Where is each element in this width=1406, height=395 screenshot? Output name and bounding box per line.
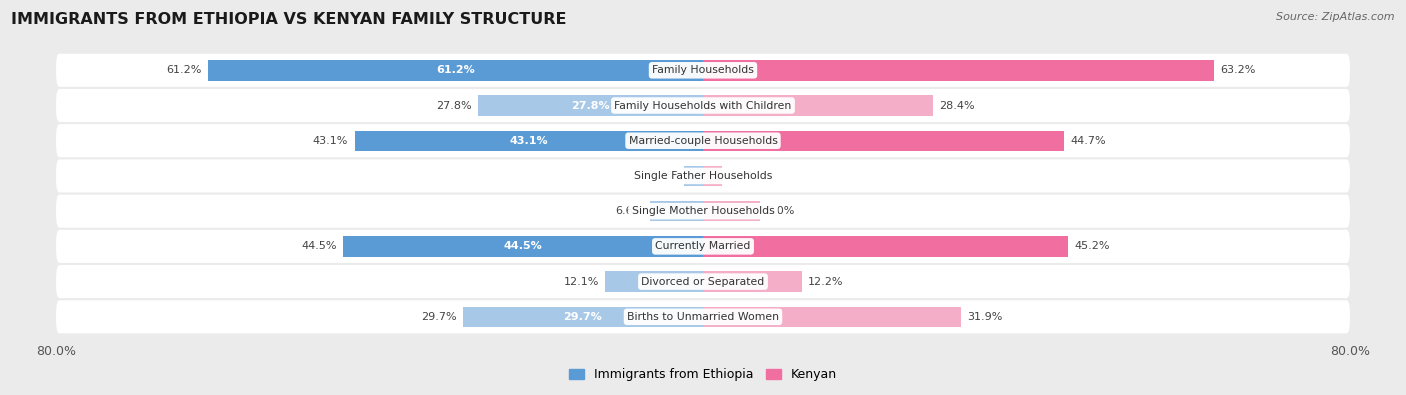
Bar <box>478 95 703 116</box>
FancyBboxPatch shape <box>56 89 1350 122</box>
Bar <box>343 236 703 257</box>
Text: 7.0%: 7.0% <box>766 206 794 216</box>
Bar <box>208 60 703 81</box>
Bar <box>703 307 960 327</box>
Text: Family Households: Family Households <box>652 65 754 75</box>
Text: Source: ZipAtlas.com: Source: ZipAtlas.com <box>1277 12 1395 22</box>
Bar <box>703 95 932 116</box>
FancyBboxPatch shape <box>56 265 1350 298</box>
Bar <box>683 166 703 186</box>
Text: Births to Unmarried Women: Births to Unmarried Women <box>627 312 779 322</box>
Text: 29.7%: 29.7% <box>564 312 602 322</box>
Text: 29.7%: 29.7% <box>420 312 457 322</box>
Bar <box>354 130 703 151</box>
Text: 2.4%: 2.4% <box>648 171 678 181</box>
Text: Currently Married: Currently Married <box>655 241 751 251</box>
Bar <box>605 271 703 292</box>
Text: Divorced or Separated: Divorced or Separated <box>641 276 765 287</box>
Text: 28.4%: 28.4% <box>939 100 974 111</box>
Text: 44.5%: 44.5% <box>503 241 543 251</box>
Text: Family Households with Children: Family Households with Children <box>614 100 792 111</box>
Text: 27.8%: 27.8% <box>436 100 472 111</box>
Text: 6.6%: 6.6% <box>614 206 643 216</box>
FancyBboxPatch shape <box>56 160 1350 192</box>
Text: 61.2%: 61.2% <box>436 65 475 75</box>
Text: 44.7%: 44.7% <box>1071 136 1107 146</box>
Text: 2.4%: 2.4% <box>728 171 758 181</box>
Text: 27.8%: 27.8% <box>571 100 610 111</box>
Bar <box>650 201 703 221</box>
Bar <box>703 166 723 186</box>
FancyBboxPatch shape <box>56 54 1350 87</box>
Text: 44.5%: 44.5% <box>301 241 337 251</box>
Legend: Immigrants from Ethiopia, Kenyan: Immigrants from Ethiopia, Kenyan <box>564 363 842 386</box>
Bar <box>703 60 1213 81</box>
Bar <box>703 236 1069 257</box>
FancyBboxPatch shape <box>56 300 1350 333</box>
Text: IMMIGRANTS FROM ETHIOPIA VS KENYAN FAMILY STRUCTURE: IMMIGRANTS FROM ETHIOPIA VS KENYAN FAMIL… <box>11 12 567 27</box>
Text: 12.2%: 12.2% <box>808 276 844 287</box>
Bar <box>703 130 1064 151</box>
Text: 63.2%: 63.2% <box>1220 65 1256 75</box>
Text: 61.2%: 61.2% <box>166 65 202 75</box>
Bar <box>703 201 759 221</box>
Text: Single Mother Households: Single Mother Households <box>631 206 775 216</box>
Text: Single Father Households: Single Father Households <box>634 171 772 181</box>
Text: 45.2%: 45.2% <box>1074 241 1111 251</box>
Bar <box>463 307 703 327</box>
Bar <box>703 271 801 292</box>
Text: Married-couple Households: Married-couple Households <box>628 136 778 146</box>
FancyBboxPatch shape <box>56 195 1350 228</box>
Text: 12.1%: 12.1% <box>564 276 599 287</box>
FancyBboxPatch shape <box>56 230 1350 263</box>
Text: 31.9%: 31.9% <box>967 312 1002 322</box>
FancyBboxPatch shape <box>56 124 1350 157</box>
Text: 43.1%: 43.1% <box>312 136 349 146</box>
Text: 43.1%: 43.1% <box>509 136 548 146</box>
